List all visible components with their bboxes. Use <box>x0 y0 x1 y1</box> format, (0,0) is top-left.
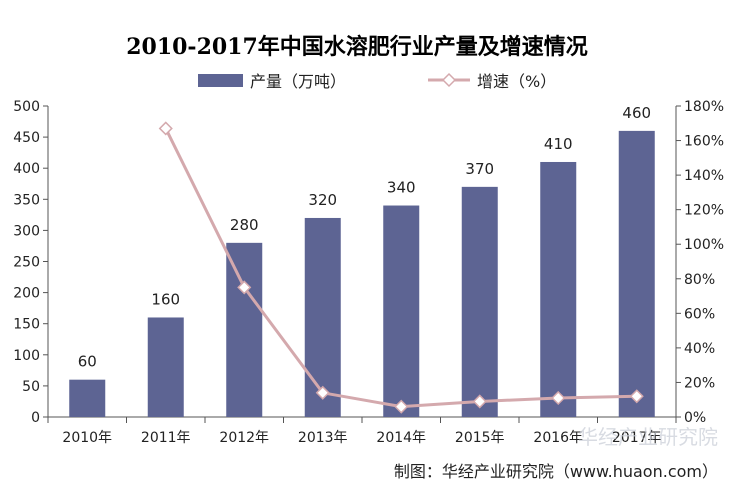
x-tick-label: 2011年 <box>141 430 191 446</box>
bars <box>69 130 655 417</box>
y-right-tick-label: 140% <box>684 168 724 184</box>
watermark: 华经产业研究院 <box>578 425 718 449</box>
y-left-tick-label: 200 <box>13 286 40 302</box>
x-tick-label: 2014年 <box>376 430 426 446</box>
x-tick-label: 2013年 <box>298 430 348 446</box>
legend-line-marker <box>441 72 457 88</box>
x-tick-label: 2017年 <box>612 430 662 446</box>
y-left-tick-label: 0 <box>31 410 40 426</box>
legend-bar-label: 产量（万吨） <box>250 72 346 91</box>
bar-data-label: 410 <box>544 135 573 153</box>
bar <box>304 217 341 417</box>
y-left-tick-label: 500 <box>13 99 40 115</box>
y-left-tick-label: 50 <box>22 379 40 395</box>
y-right-tick-label: 20% <box>684 375 715 391</box>
growth-point <box>551 390 566 406</box>
legend-bar-swatch <box>198 74 243 87</box>
y-right-tick-label: 180% <box>684 99 724 115</box>
y-right-tick-label: 120% <box>684 203 724 219</box>
bar <box>147 317 184 417</box>
bar-data-label: 160 <box>151 290 180 308</box>
x-tick-label: 2015年 <box>455 430 505 446</box>
growth-point <box>394 399 409 414</box>
x-tick-label: 2010年 <box>62 430 112 446</box>
x-tick-label: 2016年 <box>533 430 583 446</box>
y-left-tick-label: 400 <box>13 161 40 177</box>
y-left-tick-label: 350 <box>13 192 40 208</box>
bar <box>618 130 655 417</box>
bar <box>226 242 263 417</box>
y-right-tick-label: 40% <box>684 341 715 357</box>
chart-credit: 制图：华经产业研究院（www.huaon.com） <box>394 462 718 481</box>
growth-point <box>472 394 487 409</box>
y-right-tick-label: 100% <box>684 237 724 253</box>
bar-data-label: 370 <box>465 160 494 178</box>
bar <box>461 186 498 417</box>
bar-data-label: 280 <box>230 216 259 234</box>
x-tick-label: 2012年 <box>219 430 269 446</box>
legend: 产量（万吨） 增速（%） <box>198 72 556 91</box>
growth-point <box>315 385 330 400</box>
growth-point <box>629 389 644 404</box>
y-right-tick-label: 60% <box>684 306 715 322</box>
y-left-tick-label: 100 <box>13 348 40 364</box>
y-left-tick-label: 250 <box>13 255 40 271</box>
y-right-tick-label: 80% <box>684 272 715 288</box>
bar-data-label: 340 <box>387 179 416 197</box>
bar-data-label: 320 <box>308 191 337 209</box>
legend-line-label: 增速（%） <box>477 72 556 91</box>
bar <box>383 205 420 417</box>
data-labels: 60 160 280 320 340 370 410 460 <box>78 104 651 371</box>
axes: 0 50 100 150 200 250 300 350 400 450 500 0% 20% 40% 60… <box>13 99 724 446</box>
bar <box>69 379 106 417</box>
y-right-tick-label: 0% <box>684 410 706 426</box>
y-right-tick-label: 160% <box>684 134 724 150</box>
growth-point <box>237 280 252 295</box>
y-left-tick-label: 150 <box>13 317 40 333</box>
bar <box>540 161 577 417</box>
bar-data-label: 60 <box>78 353 97 371</box>
chart-title: 2010-2017年中国水溶肥行业产量及增速情况 <box>126 34 588 60</box>
bar-data-label: 460 <box>622 104 651 122</box>
growth-point <box>158 121 173 136</box>
y-left-tick-label: 300 <box>13 223 40 239</box>
y-left-tick-label: 450 <box>13 130 40 146</box>
growth-line-series <box>158 121 644 414</box>
